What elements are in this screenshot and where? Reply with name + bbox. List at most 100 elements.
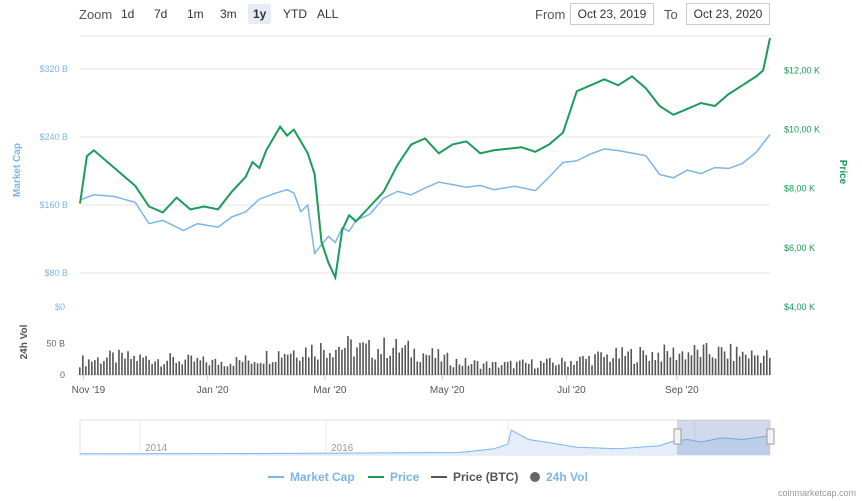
volume-bar — [497, 367, 500, 375]
volume-bar — [175, 362, 178, 375]
volume-bar — [133, 355, 135, 375]
volume-bar — [217, 364, 220, 375]
volume-bar — [229, 363, 232, 375]
volume-bar — [717, 346, 720, 375]
volume-bar — [515, 361, 518, 375]
volume-bar — [552, 362, 554, 375]
volume-bar — [675, 359, 678, 375]
volume-bar — [573, 364, 575, 375]
volume-bar — [271, 362, 274, 375]
legend-24h-vol[interactable]: 24h Vol — [530, 470, 588, 484]
volume-bar — [344, 347, 346, 375]
navigator-handle[interactable] — [766, 428, 775, 445]
volume-bar — [277, 351, 280, 375]
volume-axis-tick-label: $0 — [55, 302, 65, 312]
right-axis-title: Price — [837, 160, 848, 185]
navigator-handle[interactable] — [673, 428, 682, 445]
navigator-series-area — [80, 430, 770, 455]
volume-bar — [311, 344, 313, 375]
legend-price-btc[interactable]: Price (BTC) — [431, 470, 518, 484]
zoom-1y-button[interactable]: 1y — [248, 4, 272, 24]
zoom-ytd-button[interactable]: YTD — [283, 7, 307, 21]
volume-bar — [729, 343, 732, 375]
volume-bar — [148, 359, 150, 375]
left-axis-tick-label: $80 B — [44, 268, 68, 278]
volume-bar — [172, 356, 175, 375]
to-label: To — [664, 7, 678, 22]
volume-bar — [139, 354, 141, 375]
volume-bar — [431, 348, 434, 375]
volume-bar — [130, 358, 132, 375]
price-line-icon — [368, 476, 384, 478]
legend-24h-vol-label: 24h Vol — [546, 470, 588, 484]
legend-price[interactable]: Price — [368, 470, 419, 484]
volume-bar — [597, 351, 599, 375]
volume-bar — [470, 363, 473, 375]
zoom-1m-button[interactable]: 1m — [187, 7, 204, 21]
x-axis-tick-label: Mar '20 — [313, 385, 346, 396]
to-date-input[interactable]: Oct 23, 2020 — [686, 3, 770, 25]
volume-bar — [199, 360, 202, 375]
legend-market-cap[interactable]: Market Cap — [268, 470, 355, 484]
from-date-input[interactable]: Oct 23, 2019 — [570, 3, 654, 25]
zoom-1d-button[interactable]: 1d — [121, 7, 135, 21]
volume-bar — [488, 367, 491, 375]
volume-bar — [660, 361, 663, 375]
volume-bar — [292, 350, 295, 375]
volume-bar — [350, 339, 352, 375]
volume-bar — [546, 358, 548, 375]
volume-bar — [494, 361, 497, 375]
x-axis-tick-label: Sep '20 — [665, 385, 699, 396]
volume-bar — [196, 357, 199, 375]
volume-bar — [708, 354, 711, 375]
volume-axis-title: 24h Vol — [19, 324, 30, 359]
volume-bar — [190, 355, 193, 375]
volume-bar — [530, 359, 533, 375]
volume-bar — [621, 347, 623, 375]
volume-bar — [326, 357, 328, 375]
volume-bar — [94, 360, 96, 375]
volume-bar — [208, 365, 211, 375]
volume-bar — [247, 360, 250, 375]
volume-bar — [509, 360, 512, 375]
volume-bar — [696, 349, 699, 375]
volume-bar — [506, 361, 509, 375]
volume-bar — [549, 357, 551, 375]
volume-bar — [347, 335, 349, 375]
zoom-3m-button[interactable]: 3m — [220, 7, 237, 21]
volume-bar — [769, 357, 771, 375]
volume-bar — [338, 346, 340, 375]
zoom-7d-button[interactable]: 7d — [154, 7, 168, 21]
volume-bar — [536, 367, 539, 375]
volume-bar — [645, 355, 648, 375]
volume-bar — [527, 363, 530, 375]
volume-bar — [503, 361, 506, 375]
volume-bar — [365, 343, 367, 375]
volume-bar — [127, 351, 129, 375]
volume-bar — [220, 361, 223, 375]
volume-bar — [714, 358, 717, 375]
volume-bar — [374, 359, 376, 375]
volume-bar — [533, 368, 536, 375]
volume-bar — [106, 357, 108, 375]
x-axis-tick-label: Jan '20 — [197, 385, 229, 396]
volume-bar — [437, 349, 440, 375]
volume-bar — [166, 360, 168, 375]
volume-bar — [307, 357, 310, 375]
volume-bar — [368, 339, 370, 375]
volume-bar — [512, 368, 515, 375]
zoom-all-button[interactable]: ALL — [317, 7, 339, 21]
volume-bar — [103, 361, 105, 375]
volume-bar — [259, 362, 262, 375]
volume-bar — [765, 350, 768, 375]
volume-bar — [244, 355, 247, 375]
volume-bar — [687, 352, 690, 375]
volume-bar — [678, 353, 681, 375]
zoom-label: Zoom — [79, 7, 113, 22]
volume-bar — [238, 360, 241, 375]
volume-bar — [317, 359, 319, 375]
volume-bar — [289, 353, 292, 375]
volume-bar — [118, 349, 120, 375]
volume-bar — [335, 349, 337, 375]
